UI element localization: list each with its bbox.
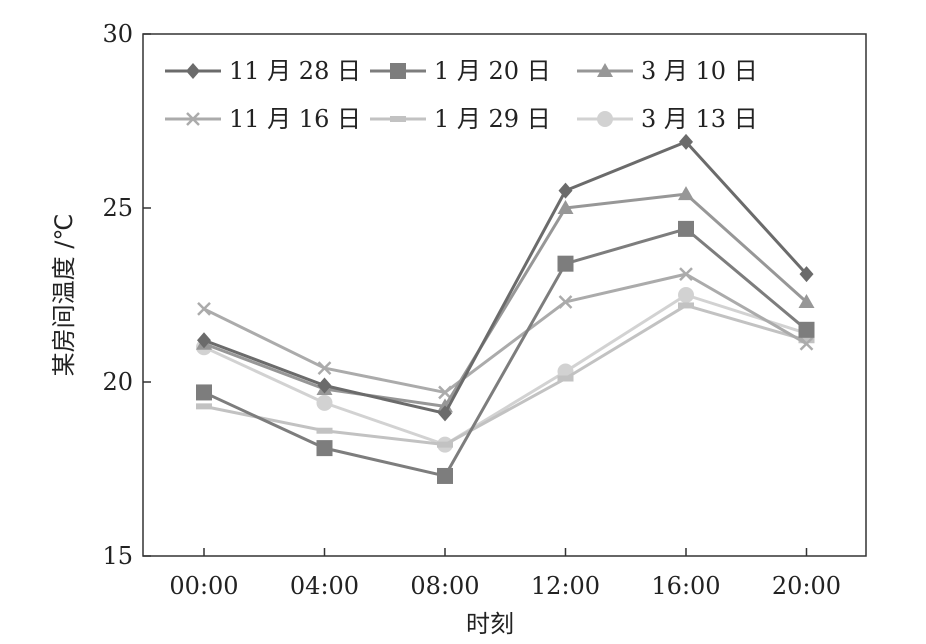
data-point <box>438 405 452 422</box>
legend: 11 月 28 日 1 月 20 日 3 月 10 日 11 月 16 日 1 月 29… <box>165 57 758 133</box>
legend-label: 3 月 13 日 <box>641 105 758 133</box>
legend-item: 3 月 13 日 <box>577 105 758 133</box>
x-tick-label: 20:00 <box>772 572 841 600</box>
legend-marker <box>390 116 406 122</box>
x-tick-label: 04:00 <box>290 572 359 600</box>
data-point <box>437 441 453 448</box>
legend-item: 3 月 10 日 <box>577 57 758 85</box>
data-point <box>317 377 332 394</box>
legend-label: 1 月 20 日 <box>434 57 551 85</box>
data-point <box>557 255 574 272</box>
x-marker-stroke <box>558 295 573 309</box>
legend-marker <box>186 112 200 126</box>
y-tick-label: 25 <box>102 194 133 222</box>
x-marker-stroke <box>799 336 814 351</box>
series-layer <box>196 133 815 484</box>
x-tick-label: 08:00 <box>410 572 479 600</box>
legend-item: 1 月 29 日 <box>370 105 551 133</box>
y-tick-label: 15 <box>102 542 133 570</box>
data-point <box>799 266 814 283</box>
data-point <box>557 375 574 382</box>
data-point <box>196 384 212 401</box>
series-1 <box>197 133 814 422</box>
legend-marker <box>186 63 200 79</box>
x-marker-stroke <box>438 385 452 400</box>
data-point <box>558 182 573 199</box>
x-axis-title: 时刻 <box>466 610 514 638</box>
legend-label: 3 月 10 日 <box>641 57 758 85</box>
data-point <box>316 394 333 411</box>
data-point <box>197 302 211 316</box>
legend-label: 11 月 16 日 <box>229 105 361 133</box>
legend-item: 11 月 28 日 <box>165 57 361 85</box>
data-point <box>558 295 573 309</box>
legend-marker <box>597 63 613 77</box>
x-marker-stroke <box>186 112 200 126</box>
x-axis-ticks: 00:00 04:00 08:00 12:00 16:00 20:00 <box>169 548 841 600</box>
series-line <box>203 192 808 408</box>
legend-item: 1 月 20 日 <box>370 57 551 85</box>
legend-label: 11 月 28 日 <box>229 57 361 85</box>
y-axis-ticks: 15 20 25 30 <box>102 20 151 570</box>
series-5 <box>196 302 815 448</box>
data-point <box>197 332 211 349</box>
data-point <box>798 293 815 308</box>
data-point <box>557 200 574 214</box>
legend-marker <box>390 63 406 79</box>
y-tick-label: 20 <box>102 368 133 396</box>
x-marker-stroke <box>317 361 332 375</box>
y-axis-title: 某房间温度 /℃ <box>50 214 78 377</box>
series-line <box>203 293 807 447</box>
data-point <box>679 133 693 150</box>
data-point <box>437 467 453 484</box>
data-point <box>798 321 815 338</box>
data-point <box>678 186 694 201</box>
series-line <box>203 227 808 478</box>
data-point <box>799 336 814 351</box>
plot-frame <box>142 33 867 557</box>
data-point <box>316 427 333 434</box>
data-point <box>317 361 332 375</box>
legend-item: 11 月 16 日 <box>165 105 361 133</box>
data-point <box>678 220 694 237</box>
legend-marker <box>597 111 613 127</box>
series-2 <box>196 220 815 484</box>
data-point <box>798 337 815 344</box>
data-point <box>678 302 694 309</box>
x-tick-label: 12:00 <box>531 572 600 600</box>
data-point <box>679 267 693 282</box>
series-line <box>203 303 807 447</box>
series-line <box>203 272 808 394</box>
legend-label: 1 月 29 日 <box>434 105 551 133</box>
x-tick-label: 16:00 <box>651 572 720 600</box>
data-point <box>196 403 212 410</box>
x-marker-stroke <box>197 302 211 316</box>
data-point <box>438 385 452 400</box>
y-tick-label: 30 <box>102 20 133 48</box>
data-point <box>678 287 694 303</box>
data-point <box>316 440 333 457</box>
series-4 <box>197 267 814 400</box>
series-line <box>203 140 808 415</box>
x-marker-stroke <box>679 267 693 282</box>
x-tick-label: 00:00 <box>169 572 238 600</box>
